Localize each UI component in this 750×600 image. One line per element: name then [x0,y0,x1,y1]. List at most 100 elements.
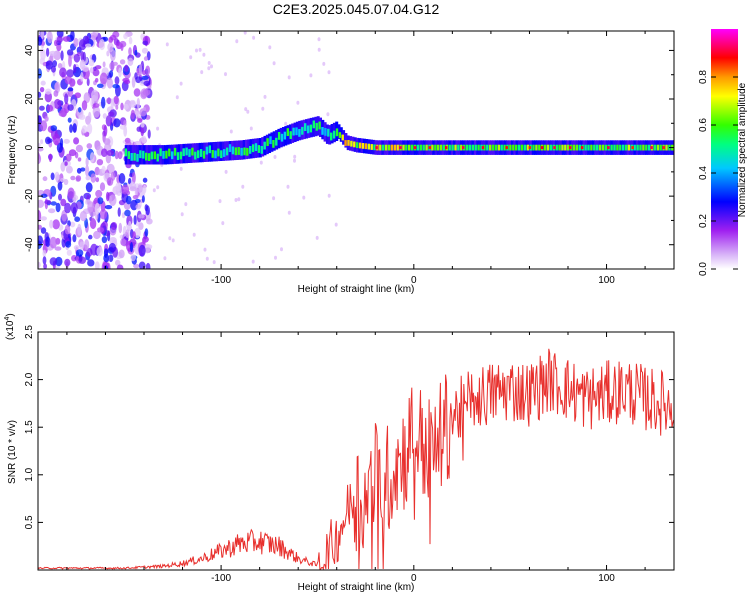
spectrogram-ridge-core [595,144,599,151]
spectrogram-noise-mark [56,35,63,44]
spectrogram-ridge-peak [540,146,544,150]
spectrogram-ridge-halo [201,142,204,163]
spectrogram-noise-mark [40,139,44,145]
spectrogram-noise-mark [274,255,277,260]
spectrogram-ridge-core [627,144,631,151]
spectrogram-noise-mark [286,184,290,189]
spectrogram-noise-mark [118,249,125,259]
spectrogram-noise-mark [38,235,43,246]
spectrogram-ridge-core [295,127,298,136]
colorbar-ticks: 0.0 0.2 0.4 0.6 0.8 [698,70,738,276]
spectrogram-noise-mark [221,221,225,226]
spectrogram-ridge-core [358,142,362,149]
spectrogram-noise-mark [38,153,42,165]
spectrogram-panel: -100 0 100 -40 -20 0 20 40 Height of straight … [7,30,675,295]
spectrogram-ridge-core [512,144,515,151]
spectrogram-ridge-core [515,144,518,151]
spectrogram-ridge-core [304,123,307,131]
spectrogram-noise-mark [40,120,48,132]
spectrogram-noise-mark [40,80,46,86]
spectrogram-ridge-core [289,131,292,139]
spectrogram-noise-mark [92,105,101,118]
spectrogram-ridge-core [549,144,553,151]
spectrogram-ridge-core [613,144,616,151]
spectrogram-noise-mark [179,81,183,86]
spectrogram-ridge-peak [568,146,572,150]
spectrogram-ridge-core [159,148,162,157]
spectrogram-ridge-core [604,144,607,151]
spectrogram-noise-mark [88,234,93,240]
spectrogram-noise-mark [54,39,58,47]
spectrogram-noise-mark [241,184,245,189]
spectrogram-ridge-core [145,152,148,161]
spectrogram-noise-mark [322,61,326,66]
spectrogram-noise-mark [143,80,151,86]
spectrogram-noise-mark [140,127,144,137]
spectrogram-ridge-halo [351,136,355,152]
spectrogram-noise-mark [90,243,98,256]
spectrogram-ridge-core [555,144,558,151]
spectrogram-noise-mark [118,222,123,234]
spectrogram-ridge-halo [328,125,332,145]
spectrogram-ridge-core [240,147,243,156]
spectrogram-ridge-core [590,144,593,151]
spectrogram-frame [37,30,675,270]
spectrogram-ridge-core [659,144,662,151]
spectrogram-ridge-core [338,132,342,138]
spectrogram-noise-mark [81,125,88,134]
spectrogram-noise-mark [88,59,95,67]
spectrogram-ridge-halo [640,140,644,155]
spectrogram-ridge-core [442,144,446,151]
spectrogram-noise-mark [88,111,92,123]
spectrogram-ridge-peak [428,146,432,150]
spectrogram-ridge-core [309,124,313,133]
y-tick-label: -40 [24,237,35,252]
spectrogram-noise-mark [246,109,250,114]
spectrogram-ridge-halo [432,140,436,155]
spectrogram-noise-mark [65,153,72,162]
spectrogram-noise-mark [50,172,55,181]
spectrogram-ridge-core [324,128,327,136]
spectrogram-ridge-halo [131,145,135,165]
spectrogram-ridge-core [225,147,229,156]
snr-series-line [38,348,674,570]
spectrogram-ridge-core [624,144,628,151]
colorbar-gradient [711,29,738,269]
spectrogram-noise-mark [96,159,104,166]
spectrogram-noise-mark [116,264,124,269]
spectrogram-ridge-halo [362,138,366,154]
spectrogram-noise-mark [52,219,60,230]
spectrogram-ridge-halo [293,122,297,142]
spectrogram-noise-mark [40,193,48,198]
spectrogram-noise-mark [96,83,104,89]
spectrogram-noise-mark [87,123,93,135]
spectrogram-noise-mark [156,126,160,131]
spectrogram-ridge-halo [339,127,343,142]
spectrogram-ridge-core [483,144,486,151]
spectrogram-noise-mark [48,208,56,214]
spectrogram-noise-mark [101,236,108,244]
spectrogram-noise-mark [79,210,87,222]
spectrogram-ridge-core [367,143,370,150]
spectrogram-ridge-core [465,144,469,151]
spectrogram-ridge-halo [166,144,170,165]
spectrogram-noise-mark [66,249,72,256]
spectrogram-noise-mark [90,173,97,183]
spectrogram-noise-mark [113,118,121,128]
spectrogram-ridge-core [318,121,321,130]
spectrogram-noise-mark [42,256,47,265]
spectrogram-ridge-core [361,143,365,149]
spectrogram-noise-mark [101,165,106,174]
spectrogram-noise-mark [78,114,86,120]
spectrogram-noise-mark [284,121,288,126]
spectrogram-noise-mark [60,198,67,207]
spectrogram-ridge-halo [316,116,320,136]
snr-x-label: Height of straight line (km) [298,582,415,593]
spectrogram-noise-mark [144,204,148,212]
spectrogram-noise-mark [137,214,145,219]
spectrogram-ridge-core [486,144,489,151]
spectrogram-noise-mark [60,178,66,183]
spectrogram-noise-mark [130,254,136,262]
spectrogram-ridge-core [468,144,472,151]
spectrogram-noise-mark [101,148,108,157]
